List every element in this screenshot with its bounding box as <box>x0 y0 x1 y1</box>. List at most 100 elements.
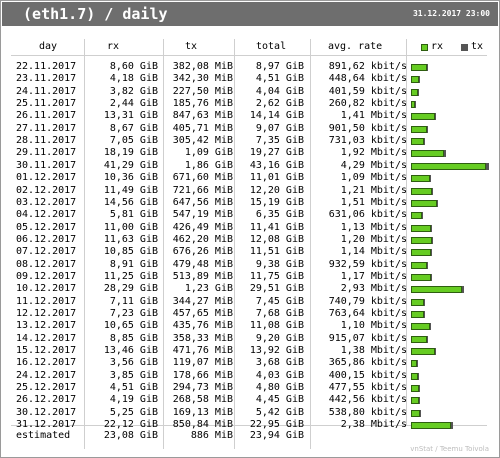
interface-title: (eth1.7) / daily <box>14 5 168 23</box>
table-row: 07.12.2017 10,85 GiB 676,26 MiB 11,51 GiB 1,… <box>1 246 500 258</box>
column-header-rx: rx <box>107 41 120 52</box>
rx-bar <box>411 125 427 133</box>
rx-cell: 11,25 GiB <box>103 270 158 282</box>
avg-rate-cell: 1,21 Mbit/s <box>340 184 407 196</box>
avg-rate-cell: 1,51 Mbit/s <box>340 196 407 208</box>
day-cell: 14.12.2017 <box>16 332 77 344</box>
rx-bar <box>411 273 431 281</box>
rx-bar <box>411 409 420 417</box>
tx-cell: 471,76 MiB <box>172 345 233 357</box>
day-cell: 24.12.2017 <box>16 369 77 381</box>
legend-rx-swatch <box>421 44 428 51</box>
rx-cell: 3,82 GiB <box>109 85 158 97</box>
day-cell: 04.12.2017 <box>16 209 77 221</box>
table-row: 27.11.2017 8,67 GiB 405,71 MiB 9,07 GiB 901,… <box>1 123 500 135</box>
rx-bar <box>411 236 432 244</box>
report-datetime: 31.12.2017 23:00 <box>412 9 490 18</box>
rx-cell: 7,05 GiB <box>109 135 158 147</box>
table-row: 14.12.2017 8,85 GiB 358,33 MiB 9,20 GiB 915,… <box>1 333 500 345</box>
table-row: 08.12.2017 8,91 GiB 479,48 MiB 9,38 GiB 932,… <box>1 259 500 271</box>
table-row: 03.12.2017 14,56 GiB 647,56 MiB 15,19 GiB 1,… <box>1 197 500 209</box>
rx-bar <box>411 101 415 108</box>
table-row: 28.11.2017 7,05 GiB 305,42 MiB 7,35 GiB 731,… <box>1 135 500 147</box>
tx-bar <box>462 286 464 294</box>
header-separator <box>11 55 487 56</box>
column-divider <box>234 39 235 449</box>
rx-cell: 4,19 GiB <box>109 394 158 406</box>
rx-cell: 22,12 GiB <box>103 419 158 431</box>
tx-cell: 405,71 MiB <box>172 122 233 134</box>
avg-rate-cell: 1,10 Mbit/s <box>340 320 407 332</box>
total-cell: 7,68 GiB <box>255 308 304 319</box>
total-cell: 11,41 GiB <box>249 221 304 233</box>
avg-rate-cell: 915,07 kbit/s <box>328 332 407 344</box>
rx-cell: 13,46 GiB <box>103 345 158 357</box>
tx-bar <box>451 422 453 430</box>
tx-bar <box>424 138 425 146</box>
table-row: 10.12.2017 28,29 GiB 1,23 GiB 29,51 GiB 2,93… <box>1 283 500 295</box>
tx-cell: 358,33 MiB <box>172 332 233 344</box>
tx-bar <box>419 397 420 405</box>
total-cell: 4,80 GiB <box>255 382 304 394</box>
table-row: 16.12.2017 3,56 GiB 119,07 MiB 3,68 GiB 365,… <box>1 357 500 369</box>
tx-bar <box>444 150 446 158</box>
tx-bar <box>431 249 432 257</box>
column-divider <box>310 39 311 449</box>
total-cell: 4,03 GiB <box>255 369 304 381</box>
table-row: 25.12.2017 4,51 GiB 294,73 MiB 4,80 GiB 477,… <box>1 382 500 394</box>
estimated-row: estimated 23,08 GiB 886 MiB 23,94 GiB <box>1 430 500 442</box>
total-cell: 15,19 GiB <box>249 196 304 208</box>
rx-cell: 11,00 GiB <box>103 221 158 233</box>
credit-text: vnStat / Teemu Toivola <box>410 445 489 453</box>
avg-rate-cell: 442,56 kbit/s <box>328 394 407 406</box>
rx-cell: 5,81 GiB <box>109 209 158 221</box>
day-cell: 30.11.2017 <box>16 159 77 171</box>
table-row: 26.12.2017 4,19 GiB 268,58 MiB 4,45 GiB 442,… <box>1 394 500 406</box>
tx-cell: 382,08 MiB <box>172 61 233 72</box>
rx-bar <box>411 150 444 158</box>
avg-rate-cell: 477,55 kbit/s <box>328 382 407 394</box>
rx-bar <box>411 224 431 232</box>
tx-cell: 185,76 MiB <box>172 98 233 109</box>
avg-rate-cell: 365,86 kbit/s <box>328 357 407 369</box>
tx-cell: 435,76 MiB <box>172 320 233 332</box>
total-cell: 13,92 GiB <box>249 345 304 357</box>
rx-cell: 3,56 GiB <box>109 357 158 369</box>
rx-bar <box>411 162 486 170</box>
table-row: 29.11.2017 18,19 GiB 1,09 GiB 19,27 GiB 1,92… <box>1 147 500 159</box>
avg-rate-cell: 260,82 kbit/s <box>328 98 407 109</box>
tx-cell: 513,89 MiB <box>172 270 233 282</box>
table-row: 24.12.2017 3,85 GiB 178,66 MiB 4,03 GiB 400,… <box>1 370 500 382</box>
day-cell: 02.12.2017 <box>16 184 77 196</box>
total-cell: 19,27 GiB <box>249 147 304 159</box>
day-cell: 13.12.2017 <box>16 320 77 332</box>
rx-bar <box>411 261 427 269</box>
rx-cell: 8,85 GiB <box>109 332 158 344</box>
avg-rate-cell: 731,03 kbit/s <box>328 135 407 147</box>
total-cell: 6,35 GiB <box>255 209 304 221</box>
day-cell: 27.11.2017 <box>16 122 77 134</box>
table-row: 05.12.2017 11,00 GiB 426,49 MiB 11,41 GiB 1,… <box>1 222 500 234</box>
day-cell: 07.12.2017 <box>16 246 77 258</box>
estimated-rx: 23,08 GiB <box>103 430 158 441</box>
tx-bar <box>435 348 436 356</box>
table-row: 15.12.2017 13,46 GiB 471,76 MiB 13,92 GiB 1,… <box>1 345 500 357</box>
rx-bar <box>411 64 427 71</box>
avg-rate-cell: 763,64 kbit/s <box>328 308 407 319</box>
tx-bar <box>422 212 423 220</box>
table-row: 09.12.2017 11,25 GiB 513,89 MiB 11,75 GiB 1,… <box>1 271 500 283</box>
rx-bar <box>411 385 419 393</box>
day-cell: 01.12.2017 <box>16 172 77 184</box>
column-header-avg-rate: avg. rate <box>328 41 383 52</box>
rx-cell: 41,29 GiB <box>103 159 158 171</box>
tx-bar <box>430 175 431 183</box>
total-cell: 2,62 GiB <box>255 98 304 109</box>
rx-cell: 14,56 GiB <box>103 196 158 208</box>
avg-rate-cell: 448,64 kbit/s <box>328 73 407 85</box>
day-cell: 24.11.2017 <box>16 85 77 97</box>
day-cell: 28.11.2017 <box>16 135 77 147</box>
rx-cell: 8,91 GiB <box>109 258 158 270</box>
tx-bar <box>435 113 436 121</box>
avg-rate-cell: 1,17 Mbit/s <box>340 270 407 282</box>
tx-cell: 1,09 GiB <box>184 147 233 159</box>
